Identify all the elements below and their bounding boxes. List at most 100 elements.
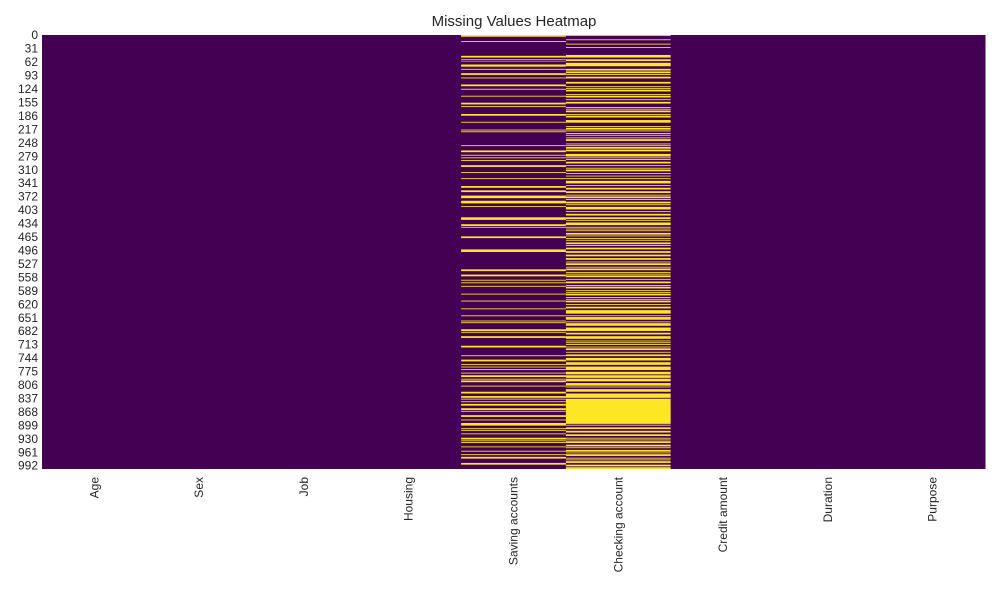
missing-cell-checking-account [565,315,672,317]
x-tick-label: Saving accounts [507,477,521,565]
missing-cell-checking-account [565,228,672,230]
x-tick-label: Duration [821,477,835,522]
missing-cell-checking-account [565,375,672,378]
y-tick-label: 775 [18,365,38,379]
missing-cell-checking-account [565,444,672,447]
missing-cell-checking-account [565,457,672,459]
missing-cell-saving-accounts [461,320,567,322]
missing-cell-checking-account [565,427,672,430]
y-tick-label: 248 [18,136,38,150]
missing-cell-saving-accounts [461,77,567,79]
missing-cell-checking-account [565,336,672,339]
y-tick-label: 527 [18,257,38,271]
missing-cell-checking-account [565,226,672,228]
missing-cell-checking-account [565,378,672,382]
missing-cell-checking-account [565,196,672,199]
y-tick-label: 496 [18,243,38,257]
heatmap-column-duration [775,35,881,469]
missing-cell-saving-accounts [461,437,567,440]
missing-cell-checking-account [565,449,672,452]
missing-cell-checking-account [565,222,672,226]
missing-cell-checking-account [565,242,672,245]
missing-cell-checking-account [565,263,672,266]
missing-cell-saving-accounts [461,285,567,287]
missing-cell-checking-account [565,437,672,439]
missing-cell-checking-account [565,120,672,123]
missing-cell-checking-account [565,439,672,441]
x-tick-label: Age [87,477,101,499]
missing-cell-saving-accounts [461,35,567,37]
missing-cell-checking-account [565,306,672,309]
missing-cell-saving-accounts [461,308,567,310]
y-tick-label: 217 [18,122,38,136]
missing-cell-checking-account [565,204,672,206]
missing-cell-saving-accounts [461,446,567,448]
missing-cell-checking-account [565,178,672,180]
missing-cell-checking-account [565,254,672,257]
missing-cell-checking-account [565,139,672,141]
missing-cell-checking-account [565,43,672,45]
missing-cell-saving-accounts [461,322,567,324]
y-tick-label: 620 [18,297,38,311]
chart-title: Missing Values Heatmap [432,13,597,30]
y-tick-label: 62 [25,55,39,69]
missing-cell-saving-accounts [461,129,567,131]
missing-cell-saving-accounts [461,462,567,465]
missing-cell-saving-accounts [461,88,567,90]
missing-cell-saving-accounts [461,433,567,435]
missing-cell-saving-accounts [461,410,567,412]
missing-cell-saving-accounts [461,300,567,302]
missing-cell-saving-accounts [461,403,567,406]
y-tick-label: 0 [31,28,38,42]
missing-cell-checking-account [565,54,672,58]
missing-cell-saving-accounts [461,236,567,239]
missing-cell-checking-account [565,290,672,292]
missing-cell-checking-account [565,273,672,275]
missing-cell-saving-accounts [461,331,567,333]
missing-cell-saving-accounts [461,121,567,123]
missing-cell-checking-account [565,115,672,118]
missing-cell-checking-account [565,362,672,365]
missing-cell-saving-accounts [461,106,567,108]
y-tick-label: 868 [18,405,38,419]
missing-cell-saving-accounts [461,315,567,317]
missing-cell-saving-accounts [461,396,567,398]
y-tick-label: 558 [18,270,38,284]
missing-cell-saving-accounts [461,157,567,159]
y-tick-label: 434 [18,217,38,231]
missing-cell-checking-account [565,304,672,305]
missing-cell-saving-accounts [461,369,567,371]
missing-cell-saving-accounts [461,178,567,180]
missing-cell-saving-accounts [461,41,567,42]
missing-cell-checking-account [565,454,672,456]
missing-cell-saving-accounts [461,274,567,277]
missing-cell-checking-account [565,86,672,88]
missing-cell-saving-accounts [461,59,567,61]
heatmap-cells [42,35,986,469]
missing-cell-checking-account [565,278,672,280]
missing-cell-checking-account [565,199,672,200]
missing-cell-checking-account [565,284,672,286]
missing-cell-saving-accounts [461,279,567,281]
missing-cell-checking-account [565,268,672,271]
heatmap-column-credit-amount [670,35,776,469]
missing-cell-checking-account [565,434,672,437]
missing-cell-checking-account [565,206,672,210]
missing-cell-checking-account [565,424,672,426]
missing-cell-saving-accounts [461,131,567,133]
missing-cell-saving-accounts [461,269,567,272]
missing-cell-checking-account [565,371,672,375]
missing-cell-checking-account [565,35,672,36]
missing-cell-saving-accounts [461,102,567,105]
missing-cell-checking-account [565,169,672,172]
missing-cell-checking-account [565,344,672,345]
missing-cell-checking-account [565,291,672,293]
missing-cell-saving-accounts [461,442,567,443]
missing-cell-checking-account [565,332,672,335]
heatmap-column-age [42,35,148,469]
missing-cell-checking-account [565,235,672,237]
missing-cell-saving-accounts [461,372,567,374]
missing-cell-saving-accounts [461,205,567,207]
missing-cell-saving-accounts [461,145,567,147]
missing-cell-checking-account [565,441,672,443]
